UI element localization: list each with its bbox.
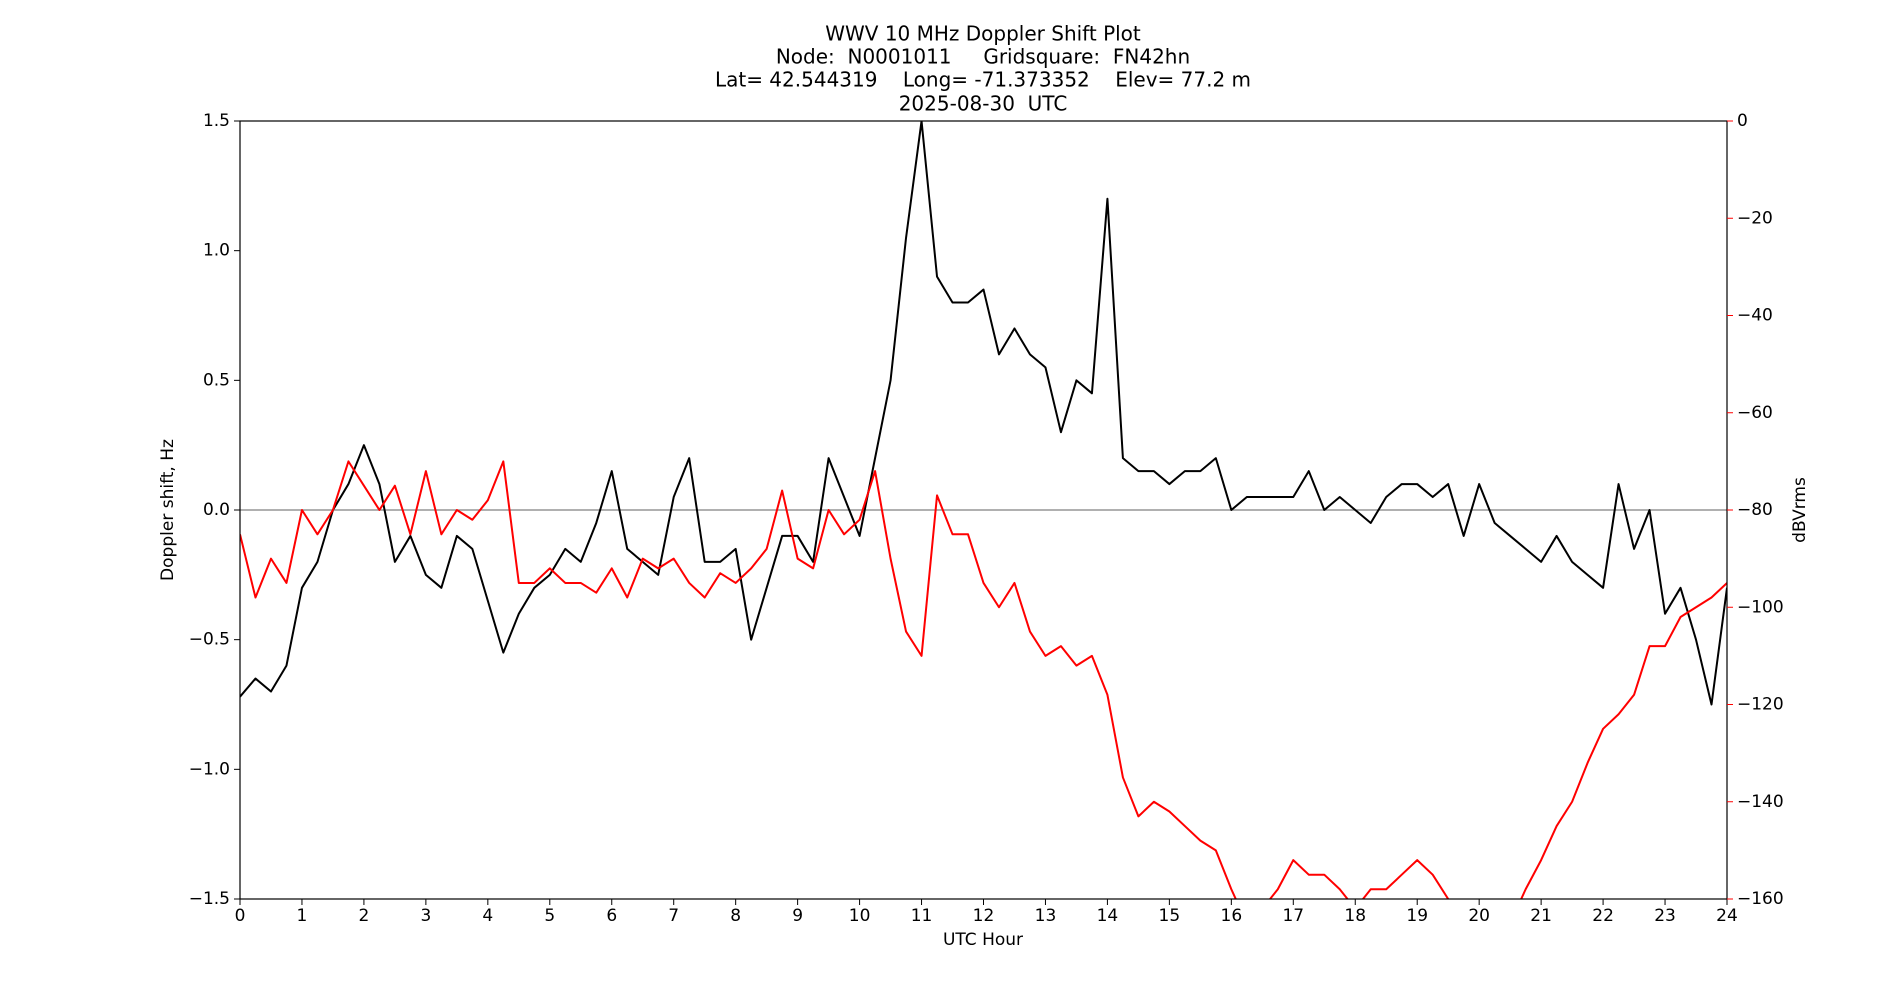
series-line — [240, 460, 1727, 899]
y2-tick-label: −120 — [1737, 695, 1784, 715]
x-axis-label: UTC Hour — [943, 930, 1023, 950]
y-tick-label: 0.0 — [203, 500, 230, 520]
y2-tick-label: −160 — [1737, 889, 1784, 909]
y-tick-label: −1.0 — [189, 759, 230, 779]
y-axis-label: Doppler shift, Hz — [158, 439, 178, 581]
x-tick-label: 18 — [1344, 906, 1366, 926]
x-tick-label: 12 — [973, 906, 995, 926]
x-tick-label: 14 — [1097, 906, 1119, 926]
y-tick-label: 1.5 — [203, 111, 230, 131]
y-tick-label: 1.0 — [203, 241, 230, 261]
x-tick-label: 20 — [1468, 906, 1490, 926]
x-tick-label: 13 — [1035, 906, 1057, 926]
x-tick-label: 9 — [792, 906, 803, 926]
x-tick-label: 0 — [235, 906, 246, 926]
y-tick-label: −1.5 — [189, 889, 230, 909]
series-line — [240, 121, 1727, 706]
y-tick-label: 0.5 — [203, 370, 230, 390]
x-tick-label: 1 — [297, 906, 308, 926]
chart-title: WWV 10 MHz Doppler Shift Plot — [825, 22, 1141, 46]
chart-subtitle: 2025-08-30 UTC — [899, 92, 1068, 116]
x-tick-label: 5 — [544, 906, 555, 926]
x-tick-label: 2 — [359, 906, 370, 926]
x-tick-label: 8 — [730, 906, 741, 926]
x-tick-label: 22 — [1592, 906, 1614, 926]
y2-tick-label: −80 — [1737, 500, 1773, 520]
x-tick-label: 15 — [1159, 906, 1181, 926]
y2-tick-label: −100 — [1737, 597, 1784, 617]
x-tick-label: 7 — [668, 906, 679, 926]
y2-tick-label: −40 — [1737, 306, 1773, 326]
y2-tick-label: −140 — [1737, 792, 1784, 812]
x-tick-label: 10 — [849, 906, 871, 926]
y2-tick-label: −60 — [1737, 403, 1773, 423]
y2-axis-label: dBVrms — [1790, 477, 1810, 543]
x-tick-label: 3 — [420, 906, 431, 926]
x-tick-label: 21 — [1530, 906, 1552, 926]
y2-tick-label: 0 — [1737, 111, 1748, 131]
x-tick-label: 11 — [911, 906, 933, 926]
x-tick-label: 17 — [1282, 906, 1304, 926]
x-tick-label: 16 — [1221, 906, 1243, 926]
y-tick-label: −0.5 — [189, 630, 230, 650]
chart-subtitle: Node: N0001011 Gridsquare: FN42hn — [776, 45, 1190, 69]
plot-area — [240, 121, 1727, 899]
x-tick-label: 19 — [1406, 906, 1428, 926]
x-tick-label: 24 — [1716, 906, 1738, 926]
x-tick-label: 23 — [1654, 906, 1676, 926]
y2-tick-label: −20 — [1737, 208, 1773, 228]
x-tick-label: 4 — [482, 906, 493, 926]
x-tick-label: 6 — [606, 906, 617, 926]
chart-subtitle: Lat= 42.544319 Long= -71.373352 Elev= 77… — [715, 68, 1251, 92]
